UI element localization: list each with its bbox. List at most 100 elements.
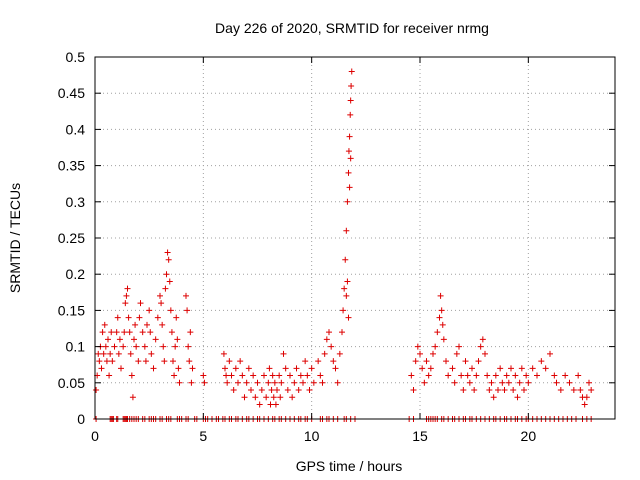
data-point bbox=[136, 314, 143, 321]
data-point bbox=[529, 365, 536, 372]
data-point bbox=[538, 358, 545, 365]
data-point bbox=[162, 285, 169, 292]
data-point bbox=[152, 336, 159, 343]
data-point bbox=[148, 350, 155, 357]
data-point bbox=[170, 358, 176, 365]
data-point bbox=[276, 372, 283, 379]
data-point bbox=[302, 358, 309, 365]
data-point bbox=[438, 307, 445, 314]
data-point bbox=[462, 358, 469, 365]
x-tick-label: 5 bbox=[199, 428, 207, 444]
data-point bbox=[137, 300, 144, 307]
data-point bbox=[583, 394, 590, 401]
data-point bbox=[200, 372, 207, 379]
data-point bbox=[317, 372, 324, 379]
data-point bbox=[575, 372, 582, 379]
data-point bbox=[226, 358, 233, 365]
data-point bbox=[482, 350, 488, 357]
data-point bbox=[141, 343, 148, 350]
data-point bbox=[336, 350, 343, 357]
data-point bbox=[121, 329, 128, 336]
data-point bbox=[189, 365, 196, 372]
data-point bbox=[456, 343, 462, 350]
data-point bbox=[340, 307, 347, 314]
data-point bbox=[105, 336, 111, 343]
data-point bbox=[503, 372, 510, 379]
data-point bbox=[183, 292, 189, 299]
data-point bbox=[310, 379, 317, 386]
data-point bbox=[505, 379, 512, 386]
data-point bbox=[501, 387, 508, 394]
data-point bbox=[308, 365, 315, 372]
data-point bbox=[553, 379, 560, 386]
data-point bbox=[581, 401, 588, 408]
data-point bbox=[160, 343, 167, 350]
data-point bbox=[175, 365, 182, 372]
data-point bbox=[344, 198, 351, 205]
data-point bbox=[466, 379, 473, 386]
data-point bbox=[348, 82, 355, 89]
data-point bbox=[184, 307, 191, 314]
data-point bbox=[297, 372, 304, 379]
y-tick-label: 0.1 bbox=[66, 339, 86, 355]
data-point bbox=[232, 365, 239, 372]
data-point bbox=[291, 379, 298, 386]
data-point bbox=[165, 256, 172, 263]
data-point bbox=[345, 169, 352, 176]
data-point bbox=[508, 365, 514, 372]
data-point bbox=[347, 155, 354, 162]
data-point bbox=[124, 285, 131, 292]
data-point bbox=[443, 358, 449, 365]
data-point bbox=[434, 329, 441, 336]
data-point bbox=[516, 379, 523, 386]
data-point bbox=[562, 372, 569, 379]
y-axis-label: SRMTID / TECUs bbox=[7, 183, 23, 293]
data-point bbox=[271, 379, 278, 386]
x-tick-label: 20 bbox=[521, 428, 537, 444]
data-point bbox=[479, 336, 486, 343]
data-point bbox=[167, 307, 174, 314]
data-point bbox=[300, 379, 306, 386]
data-point bbox=[425, 372, 432, 379]
data-point bbox=[492, 372, 499, 379]
data-point bbox=[547, 350, 553, 357]
data-point bbox=[135, 358, 142, 365]
data-point bbox=[430, 350, 436, 357]
data-point bbox=[345, 314, 352, 321]
data-point bbox=[163, 271, 170, 278]
data-point bbox=[421, 379, 428, 386]
data-point bbox=[114, 314, 121, 321]
data-point bbox=[490, 394, 497, 401]
data-point bbox=[495, 387, 501, 394]
data-point bbox=[570, 387, 577, 394]
data-point bbox=[172, 343, 179, 350]
data-point bbox=[185, 343, 192, 350]
data-point bbox=[497, 365, 504, 372]
data-point bbox=[241, 394, 248, 401]
data-point bbox=[525, 379, 532, 386]
data-point bbox=[265, 379, 272, 386]
y-tick-label: 0.35 bbox=[58, 158, 85, 174]
data-point bbox=[267, 401, 274, 408]
data-point bbox=[263, 394, 270, 401]
data-point bbox=[282, 365, 289, 372]
data-point bbox=[328, 343, 335, 350]
data-point bbox=[133, 343, 140, 350]
data-point bbox=[295, 387, 302, 394]
data-point bbox=[458, 372, 465, 379]
data-point bbox=[477, 343, 484, 350]
data-point bbox=[326, 329, 332, 336]
data-point bbox=[245, 365, 252, 372]
data-point bbox=[228, 372, 235, 379]
data-point bbox=[103, 358, 110, 365]
data-point bbox=[113, 329, 120, 336]
data-point bbox=[186, 358, 193, 365]
data-point bbox=[220, 350, 227, 357]
data-point bbox=[164, 249, 171, 256]
data-point bbox=[332, 365, 339, 372]
data-point bbox=[343, 227, 350, 234]
data-point bbox=[486, 387, 493, 394]
data-point bbox=[278, 379, 285, 386]
data-point bbox=[518, 365, 525, 372]
data-point bbox=[473, 372, 480, 379]
